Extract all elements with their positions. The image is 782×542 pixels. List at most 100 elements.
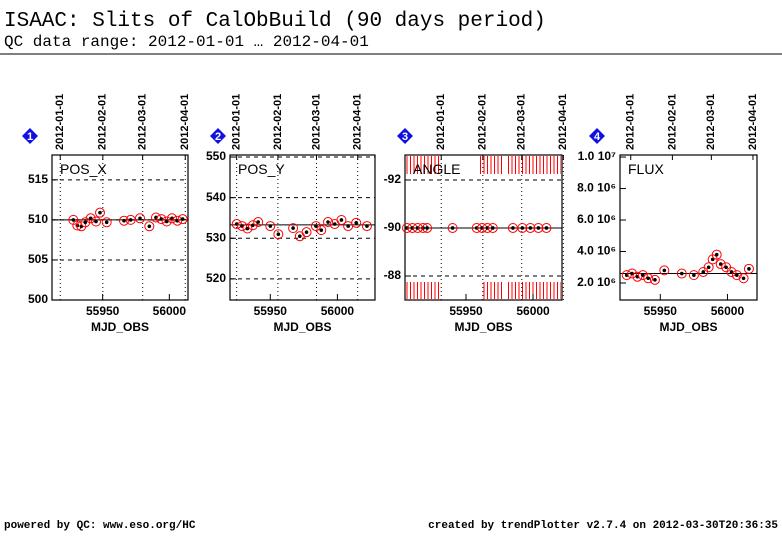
y-tick-label: -92 — [384, 172, 402, 186]
point-circle — [172, 215, 183, 226]
point-circle — [632, 271, 643, 282]
point-circle — [517, 222, 528, 233]
point-circle — [487, 222, 498, 233]
out-of-range-markers — [406, 156, 561, 299]
point-circle — [253, 217, 264, 228]
date-tick-label: 2012-02-01 — [97, 94, 109, 150]
point-circle — [125, 214, 136, 225]
y-tick-label: 8.0 10⁶ — [577, 181, 616, 195]
point-circle — [231, 219, 242, 230]
point — [180, 217, 185, 221]
point — [729, 270, 734, 274]
y-tick-label: 1.0 10⁷ — [578, 149, 616, 163]
point — [741, 276, 746, 281]
point-circle — [422, 222, 433, 233]
point — [304, 230, 309, 234]
point — [653, 278, 657, 282]
date-tick-label: 2012-03-01 — [516, 94, 528, 150]
point-circle — [273, 229, 284, 240]
x-axis-label: MJD_OBS — [273, 320, 331, 334]
y-tick-label: 510 — [28, 212, 48, 226]
point — [718, 262, 723, 266]
point — [747, 267, 751, 271]
date-tick-label: 2012-02-01 — [477, 94, 489, 150]
point — [98, 210, 102, 215]
date-tick-label: 2012-01-01 — [231, 94, 243, 150]
clipped-high — [506, 156, 561, 174]
clipped-low — [406, 282, 440, 299]
point-circle — [659, 265, 670, 276]
point-circle — [85, 213, 96, 224]
date-tick-label: 2012-03-01 — [310, 94, 322, 150]
point-circle — [161, 216, 172, 227]
point — [425, 226, 429, 230]
point — [298, 234, 302, 239]
point-circle — [643, 273, 654, 284]
panel-label: FLUX — [628, 161, 664, 177]
point — [491, 226, 495, 230]
point-circle — [676, 268, 687, 279]
date-tick-label: 2012-04-01 — [179, 94, 191, 150]
point — [679, 271, 684, 276]
point-circle — [167, 213, 177, 224]
point — [332, 222, 337, 226]
x-axis-label: MJD_OBS — [454, 320, 512, 334]
point — [646, 276, 651, 281]
date-tick-label: 2012-04-01 — [557, 94, 569, 150]
x-tick-label: 55950 — [254, 304, 288, 318]
point-circle — [637, 270, 648, 281]
date-tick-label: 2012-01-01 — [625, 94, 637, 150]
point — [511, 226, 515, 230]
date-tick-label: 2012-01-01 — [435, 94, 447, 150]
y-tick-label: 505 — [28, 252, 48, 266]
point — [251, 223, 255, 228]
point-circle — [688, 270, 699, 281]
point-circle — [288, 223, 299, 234]
point — [706, 265, 711, 270]
point — [641, 273, 645, 277]
panel-icon — [589, 128, 605, 144]
point — [122, 218, 126, 223]
panel-icon — [210, 128, 226, 144]
point — [94, 219, 98, 224]
panel-label: POS_X — [60, 161, 107, 177]
point — [128, 218, 133, 222]
point — [714, 252, 719, 257]
date-tick-label: 2012-04-01 — [352, 94, 364, 150]
panel-icon — [22, 128, 38, 144]
point-circle — [533, 222, 544, 233]
y-tick-label: 4.0 10⁶ — [577, 244, 616, 258]
point — [630, 271, 634, 276]
point-circle — [237, 221, 248, 232]
x-tick-label: 55950 — [644, 304, 678, 318]
panel-icon — [397, 128, 413, 144]
point-circle — [247, 220, 258, 231]
point-circle — [242, 223, 253, 234]
point-circle — [726, 266, 737, 277]
point — [319, 228, 324, 232]
point-circle — [301, 227, 312, 238]
point — [268, 224, 273, 228]
footer-right: created by trendPlotter v2.7.4 on 2012-0… — [428, 520, 778, 532]
point-circle — [703, 262, 714, 273]
point-circle — [135, 213, 145, 224]
clipped-low — [506, 282, 561, 299]
x-axis-label: MJD_OBS — [659, 320, 717, 334]
point — [724, 265, 728, 270]
point-circle — [91, 216, 101, 227]
point — [339, 218, 344, 222]
y-tick-label: 530 — [206, 230, 226, 244]
point — [662, 268, 667, 273]
point-circle — [95, 207, 105, 218]
clipped-high — [406, 156, 440, 174]
point — [104, 220, 109, 225]
point — [326, 220, 330, 224]
y-tick-label: 520 — [206, 271, 226, 285]
point-circle — [156, 214, 167, 225]
x-tick-label: 55950 — [449, 304, 483, 318]
point — [291, 226, 295, 230]
point-circle — [151, 212, 161, 223]
point-circle — [711, 249, 722, 260]
x-axis-label: MJD_OBS — [91, 320, 149, 334]
